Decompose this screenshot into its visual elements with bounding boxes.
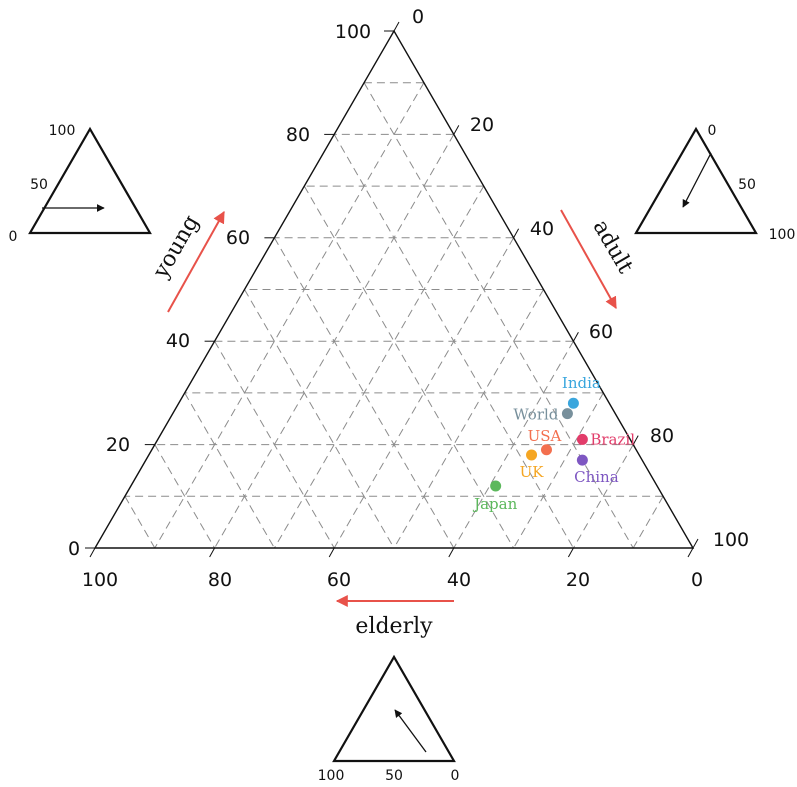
adult-tick (393, 21, 400, 32)
legend-triangle-frame (332, 654, 456, 763)
elderly-legend-triangle: 100 50 0 (318, 654, 460, 784)
young-tick-label: 0 (68, 538, 80, 560)
young-legend-triangle: 100 50 0 (9, 123, 152, 245)
legend-arrow (682, 152, 712, 208)
grid-line-elderly (303, 185, 515, 549)
grid-line-elderly (154, 444, 216, 549)
young-tick-label: 40 (166, 330, 190, 352)
data-label-world: World (513, 406, 558, 424)
adult-tick (632, 435, 639, 445)
grid-line-elderly (214, 340, 335, 549)
adult-tick-label: 20 (470, 114, 494, 136)
young-axis-labels: 0 20 40 60 80 100 (68, 21, 371, 560)
elderly-tick (209, 547, 216, 558)
data-point-japan (490, 480, 502, 492)
legend-triangle-frame (634, 126, 758, 235)
grid-line-elderly (244, 289, 395, 549)
data-point-china (576, 454, 588, 466)
elderly-tick-label: 100 (82, 569, 118, 591)
grid-line-elderly (184, 392, 275, 549)
adult-tick-label: 100 (713, 529, 749, 551)
elderly-tick (89, 547, 96, 558)
grid-line-adult (154, 82, 425, 549)
grid-line-adult (453, 340, 574, 549)
young-tick-label: 20 (106, 434, 130, 456)
grid-line-adult (273, 185, 485, 549)
grid-line-adult (393, 289, 544, 549)
grid-line-adult (632, 496, 664, 549)
legend-tick-label: 0 (451, 768, 460, 784)
grid-line-adult (572, 444, 634, 549)
legend-tick-label: 100 (769, 227, 796, 243)
data-point-usa (540, 444, 552, 456)
legend-tick-label: 50 (30, 177, 48, 193)
data-point-brazil (576, 433, 588, 445)
young-tick-label: 80 (286, 124, 310, 146)
adult-tick-label: 60 (589, 321, 613, 343)
elderly-tick-label: 80 (208, 569, 232, 591)
elderly-tick (328, 547, 335, 558)
legend-tick-label: 50 (738, 177, 756, 193)
grid-lines (124, 82, 664, 549)
adult-legend-triangle: 0 50 100 (634, 123, 796, 243)
elderly-tick (448, 547, 455, 558)
data-label-usa: USA (528, 427, 562, 445)
grid-line-elderly (124, 496, 156, 549)
adult-tick (513, 228, 520, 239)
adult-axis-title: adult (587, 216, 637, 278)
adult-axis-labels: 0 20 40 60 80 100 (412, 6, 749, 551)
elderly-tick (567, 547, 574, 558)
elderly-tick-label: 0 (691, 569, 703, 591)
adult-tick (692, 538, 699, 549)
data-label-china: China (574, 468, 619, 486)
data-point-uk (526, 449, 538, 461)
grid-line-elderly (363, 82, 634, 549)
young-tick-label: 100 (335, 21, 371, 43)
data-label-uk: UK (520, 463, 545, 481)
legend-tick-label: 100 (49, 123, 76, 139)
young-tick-label: 60 (226, 227, 250, 249)
legend-tick-label: 0 (9, 229, 18, 245)
adult-tick-label: 40 (530, 218, 554, 240)
legend-arrow (394, 709, 427, 753)
data-label-japan: Japan (472, 495, 518, 513)
legend-tick-label: 50 (385, 768, 403, 784)
data-label-india: India (562, 374, 601, 392)
young-axis-title: young (148, 211, 204, 283)
elderly-tick-label: 40 (447, 569, 471, 591)
grid-line-adult (513, 392, 604, 549)
elderly-axis-title: elderly (355, 614, 433, 639)
legend-tick-label: 100 (318, 768, 345, 784)
legend-tick-label: 0 (708, 123, 717, 139)
elderly-axis-labels: 100 80 60 40 20 0 (82, 569, 703, 591)
elderly-tick (687, 547, 694, 558)
adult-tick-label: 80 (650, 425, 674, 447)
elderly-tick-label: 60 (327, 569, 351, 591)
young-direction-arrow (167, 210, 225, 313)
adult-direction-arrow (560, 209, 617, 310)
tick-marks (85, 21, 699, 558)
elderly-tick-label: 20 (566, 569, 590, 591)
data-point-world (561, 408, 573, 420)
adult-tick (453, 125, 460, 135)
adult-tick-label: 0 (412, 6, 424, 28)
legend-triangle-frame (28, 126, 152, 235)
data-point-india (567, 397, 579, 409)
adult-tick (572, 331, 579, 342)
data-label-brazil: Brazil (590, 430, 635, 448)
ternary-frame (93, 29, 695, 549)
